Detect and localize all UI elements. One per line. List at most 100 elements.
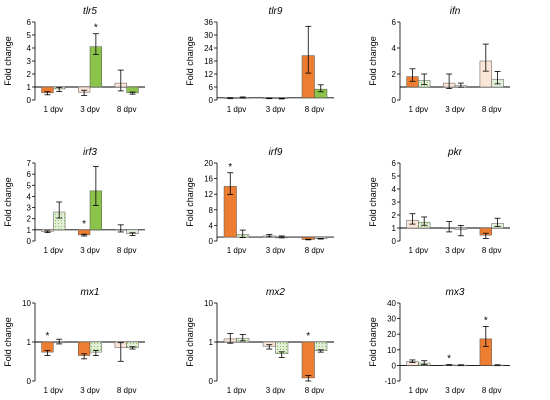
y-tick-label: 6 [392, 159, 397, 168]
y-tick-label: 1 [392, 224, 397, 233]
y-tick-label: 6 [27, 18, 32, 27]
y-tick-label: 0 [392, 96, 397, 105]
y-tick-label: 2 [27, 215, 32, 224]
y-tick-label: 1 [27, 83, 32, 92]
y-tick-label: 6 [392, 18, 397, 27]
panel-irf9: irf9 0 4 8 12 16 20 Fold change 1 dpv 3 dpv 8 dpv * [185, 147, 334, 255]
y-tick-label: 24 [204, 44, 213, 53]
panel-ifn: ifn 0 2 4 6 Fold change 1 dpv 3 dpv 8 dpv [368, 6, 510, 114]
y-tick-label: 20 [204, 159, 213, 168]
panel-mx2: mx2 0 1 10 Fold change 1 dpv 3 dpv 8 dpv * [185, 287, 334, 395]
x-tick-label: 1 dpv [227, 386, 247, 395]
y-tick-label: 0 [209, 237, 214, 246]
x-tick-label: 8 dpv [305, 386, 325, 395]
y-tick-label: 0 [27, 96, 32, 105]
y-tick-label: 0 [27, 377, 32, 386]
x-tick-label: 8 dpv [305, 105, 325, 114]
y-tick-label: 10 [204, 299, 213, 308]
y-axis-label: Fold change [3, 177, 13, 227]
y-tick-label: 7 [27, 159, 32, 168]
y-axis-label: Fold change [3, 36, 13, 86]
y-tick-label: 4 [392, 44, 397, 53]
x-tick-label: 8 dpv [482, 386, 502, 395]
y-tick-label: 0 [209, 377, 214, 386]
x-tick-label: 3 dpv [445, 246, 465, 255]
panel-title: mx3 [446, 287, 465, 298]
x-tick-label: 8 dpv [482, 105, 502, 114]
y-tick-label: 4 [209, 221, 214, 230]
y-tick-label: 18 [204, 57, 213, 66]
significance-star: * [447, 354, 451, 365]
y-tick-label: 12 [204, 70, 213, 79]
x-tick-label: 1 dpv [44, 386, 64, 395]
panel-tlr5: tlr5 0 1 2 3 4 5 6 Fold change 1 dpv 3 dpv 8 dpv * [3, 6, 145, 114]
y-tick-label: 1 [27, 226, 32, 235]
y-tick-label: 12 [204, 190, 213, 199]
x-tick-label: 1 dpv [409, 386, 429, 395]
y-axis-label: Fold change [368, 177, 378, 227]
y-tick-label: 1 [27, 338, 32, 347]
x-tick-label: 8 dpv [305, 246, 325, 255]
y-tick-label: 0 [209, 96, 214, 105]
x-tick-label: 8 dpv [117, 246, 137, 255]
x-tick-label: 3 dpv [445, 105, 465, 114]
y-tick-label: 3 [27, 204, 32, 213]
bar-mx2-2-0 [301, 341, 315, 379]
panel-mx3: mx3 -10 0 10 20 30 40 Fold change 1 dpv 3 dpv 8 dp… [368, 287, 510, 395]
panel-title: irf3 [83, 147, 97, 158]
significance-star: * [94, 23, 98, 34]
y-tick-label: 0 [392, 361, 397, 370]
x-tick-label: 1 dpv [227, 105, 247, 114]
x-tick-label: 3 dpv [266, 386, 286, 395]
panel-pkr: pkr 0 1 2 3 4 5 6 Fold change 1 dpv 3 dpv 8 dpv [368, 147, 510, 255]
y-tick-label: 10 [387, 346, 396, 355]
y-tick-label: 6 [209, 83, 214, 92]
panel-title: ifn [450, 6, 461, 17]
y-axis-label: Fold change [3, 317, 13, 367]
y-tick-label: 2 [27, 70, 32, 79]
y-axis-label: Fold change [185, 36, 195, 86]
y-tick-label: 20 [387, 330, 396, 339]
x-tick-label: 3 dpv [266, 246, 286, 255]
x-tick-label: 1 dpv [409, 246, 429, 255]
y-tick-label: 2 [392, 211, 397, 220]
panel-title: irf9 [269, 147, 283, 158]
panel-title: pkr [447, 147, 463, 158]
y-tick-label: 6 [27, 170, 32, 179]
y-tick-label: 4 [392, 185, 397, 194]
y-tick-label: 36 [204, 18, 213, 27]
y-tick-label: 0 [27, 237, 32, 246]
panel-title: tlr9 [269, 6, 283, 17]
y-tick-label: 30 [204, 31, 213, 40]
y-tick-label: 3 [392, 198, 397, 207]
y-tick-label: 30 [387, 315, 396, 324]
y-tick-label: 5 [392, 172, 397, 181]
y-tick-label: 2 [392, 70, 397, 79]
y-tick-label: 4 [27, 192, 32, 201]
y-tick-label: 5 [27, 31, 32, 40]
x-tick-label: 3 dpv [80, 246, 100, 255]
bar-mx2-2-1 [314, 341, 328, 351]
panel-title: mx1 [81, 287, 100, 298]
y-axis-label: Fold change [368, 36, 378, 86]
x-tick-label: 8 dpv [482, 246, 502, 255]
y-tick-label: 10 [22, 299, 31, 308]
x-tick-label: 3 dpv [80, 105, 100, 114]
x-tick-label: 1 dpv [409, 105, 429, 114]
panel-title: tlr5 [83, 6, 97, 17]
y-tick-label: -10 [384, 377, 396, 386]
x-tick-label: 3 dpv [445, 386, 465, 395]
significance-star: * [228, 162, 232, 173]
x-tick-label: 1 dpv [44, 246, 64, 255]
x-tick-label: 8 dpv [117, 386, 137, 395]
y-tick-label: 3 [27, 57, 32, 66]
x-tick-label: 3 dpv [80, 386, 100, 395]
panel-title: mx2 [266, 287, 285, 298]
x-tick-label: 1 dpv [227, 246, 247, 255]
y-tick-label: 16 [204, 175, 213, 184]
y-tick-label: 8 [209, 206, 214, 215]
y-tick-label: 1 [209, 338, 214, 347]
panel-mx1: mx1 0 1 10 Fold change 1 dpv 3 dpv 8 dpv * [3, 287, 145, 395]
y-axis-label: Fold change [368, 317, 378, 367]
